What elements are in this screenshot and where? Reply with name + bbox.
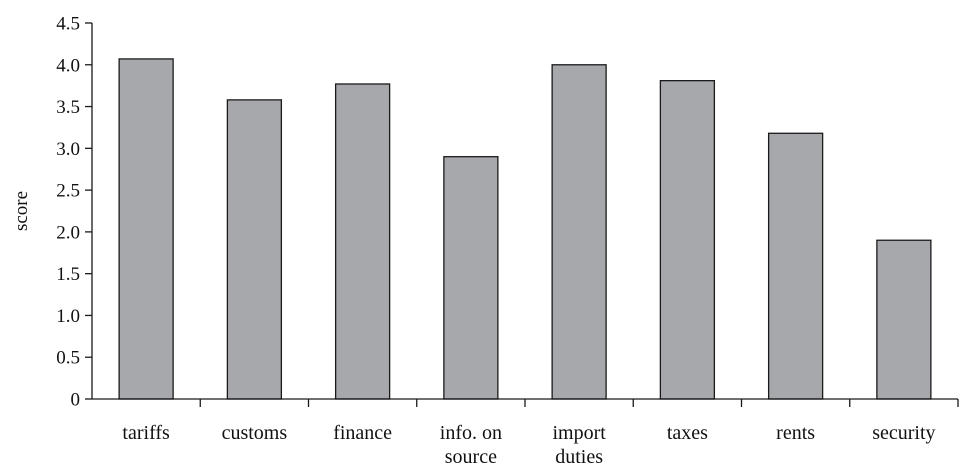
- bar: [443, 156, 499, 400]
- x-category-label-line: customs: [222, 422, 288, 444]
- x-category-label-line: taxes: [667, 422, 708, 444]
- y-tick-label: 0: [71, 390, 81, 411]
- y-tick-label: 2.0: [56, 222, 80, 243]
- y-tick-label: 3.5: [56, 97, 80, 118]
- bars-group: [118, 58, 932, 400]
- bar: [659, 80, 716, 400]
- bar: [118, 58, 174, 400]
- x-category-label: taxes: [667, 422, 708, 444]
- bar: [876, 239, 932, 400]
- y-tick-label: 2.5: [56, 181, 80, 202]
- x-category-label: tariffs: [122, 422, 170, 444]
- x-category-label: rents: [776, 422, 815, 444]
- x-category-label-line: duties: [555, 446, 603, 467]
- x-category-label: customs: [222, 422, 288, 444]
- x-category-label-line: security: [872, 422, 935, 444]
- x-category-label-line: finance: [333, 422, 392, 444]
- x-category-label-line: source: [445, 446, 497, 467]
- y-tick-label: 4.0: [56, 55, 80, 76]
- x-category-label-line: info. on: [440, 422, 502, 444]
- bar: [767, 132, 824, 400]
- y-tick-label: 0.5: [56, 348, 80, 369]
- y-axis-title: score: [11, 191, 32, 231]
- x-category-label-line: rents: [776, 422, 815, 444]
- y-tick-label: 3.0: [56, 139, 80, 160]
- x-category-label-line: tariffs: [122, 422, 170, 444]
- y-axis-ticks: 0 0.5 1.0 1.5 2.0 2.5 3.0 3.5 4.0 4.5: [56, 14, 92, 411]
- x-category-label: finance: [333, 422, 392, 444]
- x-category-label: security: [872, 422, 935, 444]
- bar: [551, 64, 607, 400]
- y-tick-label: 1.0: [56, 306, 80, 327]
- x-category-label: import duties: [552, 422, 606, 467]
- bar: [334, 83, 391, 400]
- x-category-label-line: import: [552, 422, 606, 444]
- x-axis-ticks: tariffs customs finance info. on source impor…: [122, 399, 959, 468]
- x-category-label: info. on source: [440, 422, 502, 467]
- y-tick-label: 4.5: [56, 14, 80, 35]
- bar: [226, 99, 283, 400]
- y-tick-label: 1.5: [56, 264, 80, 285]
